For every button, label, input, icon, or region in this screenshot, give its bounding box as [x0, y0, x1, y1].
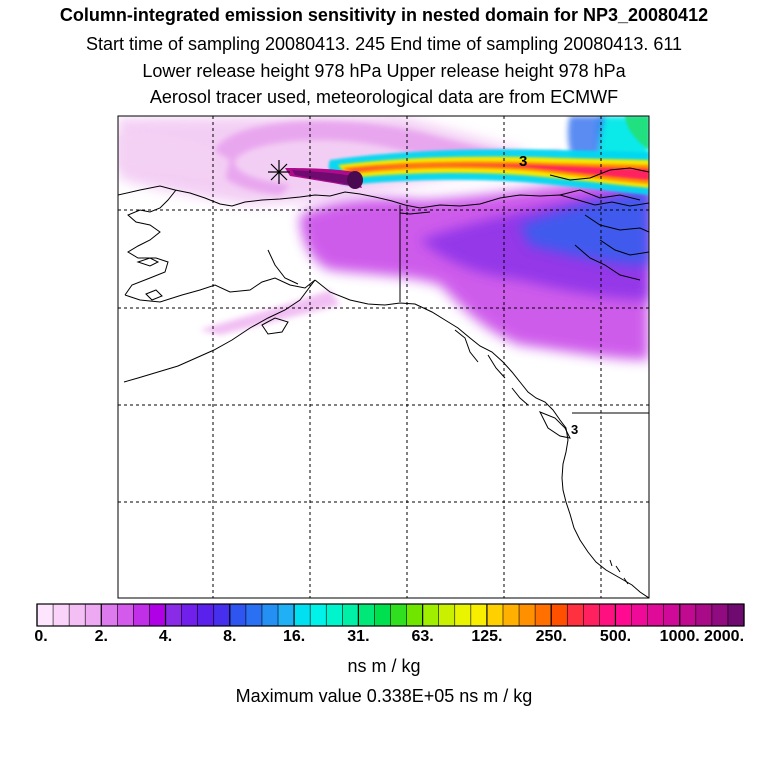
- sensitivity-field: [118, 116, 649, 360]
- colorbar-cell: [69, 604, 86, 626]
- st-lawrence-island: [136, 257, 160, 267]
- colorbar-cell: [229, 604, 247, 626]
- lakes-se: [609, 559, 629, 585]
- release-height-line: Lower release height 978 hPa Upper relea…: [142, 61, 626, 81]
- colorbar-cell: [101, 604, 118, 626]
- map-frame: [117, 115, 650, 599]
- colorbar-cell: [165, 604, 183, 626]
- colorbar-cell: [567, 604, 584, 626]
- colorbar-cell: [502, 604, 520, 626]
- colorbar-cell: [245, 604, 263, 626]
- colorbar-cell: [454, 604, 472, 626]
- colorbar-tick-label: 31.: [347, 628, 370, 645]
- colorbar-cell: [37, 604, 54, 626]
- alaska-west-coast: [124, 189, 177, 296]
- alaska-north-coast: [118, 185, 649, 209]
- colorbar-cell: [133, 604, 150, 626]
- colorbar-units: ns m / kg: [347, 656, 421, 676]
- colorbar-cell: [149, 604, 167, 626]
- gulf-of-alaska-coast: [314, 279, 649, 598]
- colorbar-cell: [647, 604, 665, 626]
- colorbar-cell: [294, 604, 311, 626]
- colorbar-cell: [213, 604, 231, 626]
- colorbar-tick-label: 125.: [471, 628, 503, 645]
- colorbar-cell: [278, 604, 295, 626]
- colorbar-cell: [711, 604, 729, 626]
- colorbar-cell: [342, 604, 359, 626]
- colorbar-cell: [615, 604, 633, 626]
- arctic-islands: [549, 167, 649, 281]
- coastlines: [118, 167, 649, 598]
- plume-arc-north: [212, 120, 560, 195]
- colorbar-cell: [406, 604, 424, 626]
- colorbar-cell: [486, 604, 504, 626]
- plume-green-ne: [625, 116, 649, 150]
- star-marker: [268, 160, 290, 184]
- colorbar-cell: [358, 604, 375, 626]
- plume-west-fringe: [118, 133, 230, 180]
- colorbar-cell: [599, 604, 616, 626]
- colorbar-cell: [117, 604, 134, 626]
- colorbar-cell: [85, 604, 102, 626]
- plume-blue-core: [520, 190, 649, 265]
- vancouver-island: [538, 411, 571, 439]
- colorbar-cell: [310, 604, 327, 626]
- colorbar-tick-label: 16.: [282, 628, 306, 645]
- colorbar-cell: [663, 604, 681, 626]
- colorbar-cell: [390, 604, 408, 626]
- colorbar-cell: [470, 604, 488, 626]
- colorbar-cell: [422, 604, 440, 626]
- cook-inlet: [267, 249, 299, 285]
- colorbar-cell: [326, 604, 343, 626]
- contour-label-3: 3: [519, 153, 527, 170]
- colorbar-cell: [438, 604, 456, 626]
- colorbar-cell: [181, 604, 199, 626]
- contour-label-3b: 3: [571, 422, 578, 437]
- yukon-bc-border: [399, 211, 431, 215]
- colorbar-tick-label: 4.: [158, 628, 173, 645]
- colorbar-cell: [535, 604, 552, 626]
- source-blob: [347, 171, 363, 189]
- nunivak-island: [145, 289, 163, 301]
- colorbar-cell: [374, 604, 391, 626]
- plume-light-fringe-south: [200, 290, 340, 335]
- source-tail-core: [292, 170, 357, 186]
- kodiak-island: [261, 317, 289, 335]
- colorbar-cell: [261, 604, 279, 626]
- colorbar-cell: [197, 604, 215, 626]
- colorbar-frame: [36, 603, 745, 627]
- colorbar-tick-label: 1000.: [659, 628, 700, 645]
- tracer-info-line: Aerosol tracer used, meteorological data…: [149, 87, 619, 107]
- sampling-time-line: Start time of sampling 20080413. 245 End…: [85, 34, 683, 54]
- colorbar-tick-label: 8.: [223, 628, 237, 645]
- panhandle-islands: [454, 329, 529, 406]
- colorbar: [36, 603, 745, 627]
- colorbar-tick-label: 250.: [535, 628, 567, 645]
- graticule: [118, 116, 649, 598]
- alaska-southwest-coast: [124, 277, 316, 303]
- colorbar-cell: [519, 604, 536, 626]
- colorbar-cell: [631, 604, 649, 626]
- colorbar-cell: [727, 604, 745, 626]
- colorbar-tick-label: 500.: [599, 628, 632, 645]
- colorbar-cell: [695, 604, 713, 626]
- colorbar-cell: [583, 604, 600, 626]
- band-red-magenta: [346, 164, 649, 180]
- maximum-value: Maximum value 0.338E+05 ns m / kg: [235, 686, 533, 706]
- colorbar-tick-label: 2000.: [703, 628, 745, 645]
- colorbar-tick-label: 0.: [34, 628, 48, 645]
- map-title: Column-integrated emission sensitivity i…: [59, 5, 709, 25]
- colorbar-cell: [551, 604, 568, 626]
- colorbar-tick-label: 2.: [94, 628, 108, 645]
- colorbar-cell: [53, 604, 70, 626]
- colorbar-tick-label: 63.: [411, 628, 434, 645]
- colorbar-cell: [679, 604, 697, 626]
